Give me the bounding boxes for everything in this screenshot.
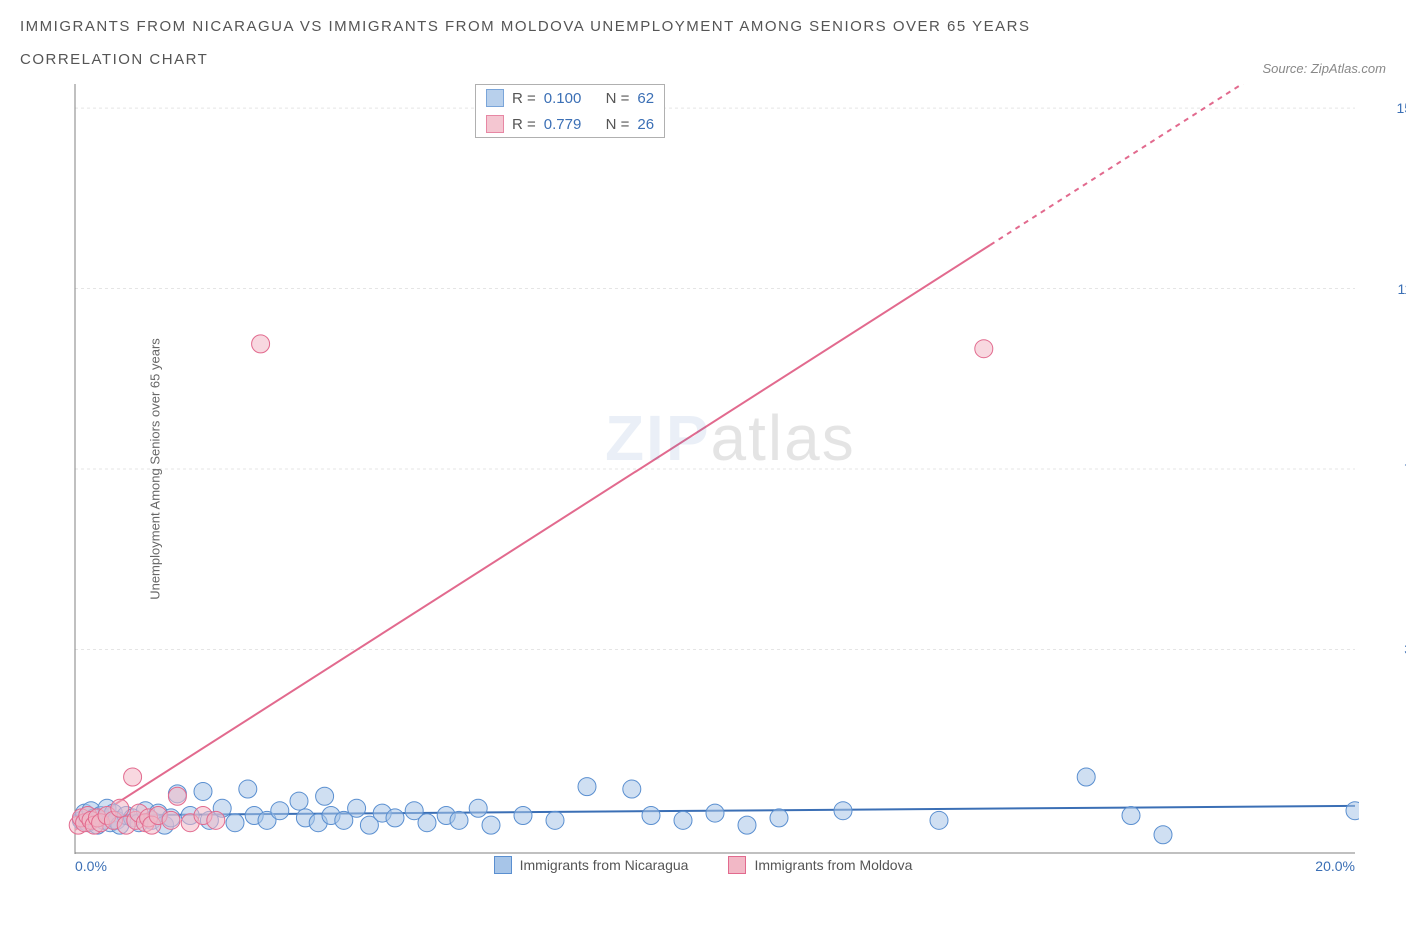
stats-row: R = 0.779 N = 26 [476,111,664,137]
y-axis-label: Unemployment Among Seniors over 65 years [147,338,162,600]
stats-r-value: 0.100 [544,90,582,107]
source-credit: Source: ZipAtlas.com [1262,61,1386,76]
x-tick-min: 0.0% [75,858,107,874]
bottom-legend: Immigrants from Nicaragua Immigrants fro… [20,856,1386,874]
stats-swatch [486,115,504,133]
stats-r-label: R = [512,116,536,133]
chart-title: IMMIGRANTS FROM NICARAGUA VS IMMIGRANTS … [20,10,1030,76]
stats-n-label: N = [606,116,630,133]
scatter-chart [20,84,1359,854]
stats-n-value: 62 [637,90,654,107]
legend-label-nicaragua: Immigrants from Nicaragua [520,857,689,873]
title-line-1: IMMIGRANTS FROM NICARAGUA VS IMMIGRANTS … [20,18,1030,35]
legend-swatch-nicaragua [494,856,512,874]
stats-swatch [486,89,504,107]
y-tick-label: 150.0% [1397,100,1406,116]
legend-item-nicaragua: Immigrants from Nicaragua [494,856,689,874]
legend-swatch-moldova [728,856,746,874]
legend-label-moldova: Immigrants from Moldova [754,857,912,873]
stats-row: R = 0.100 N = 62 [476,85,664,111]
stats-legend-box: R = 0.100 N = 62 R = 0.779 N = 26 [475,84,665,138]
title-line-2: CORRELATION CHART [20,51,208,68]
source-name: ZipAtlas.com [1311,61,1386,76]
stats-n-value: 26 [637,116,654,133]
y-tick-label: 112.5% [1398,281,1406,297]
stats-r-value: 0.779 [544,116,582,133]
stats-n-label: N = [606,90,630,107]
legend-item-moldova: Immigrants from Moldova [728,856,912,874]
x-tick-max: 20.0% [1315,858,1355,874]
header-row: IMMIGRANTS FROM NICARAGUA VS IMMIGRANTS … [20,10,1386,76]
source-prefix: Source: [1262,61,1310,76]
stats-r-label: R = [512,90,536,107]
chart-container: Unemployment Among Seniors over 65 years… [20,84,1386,854]
